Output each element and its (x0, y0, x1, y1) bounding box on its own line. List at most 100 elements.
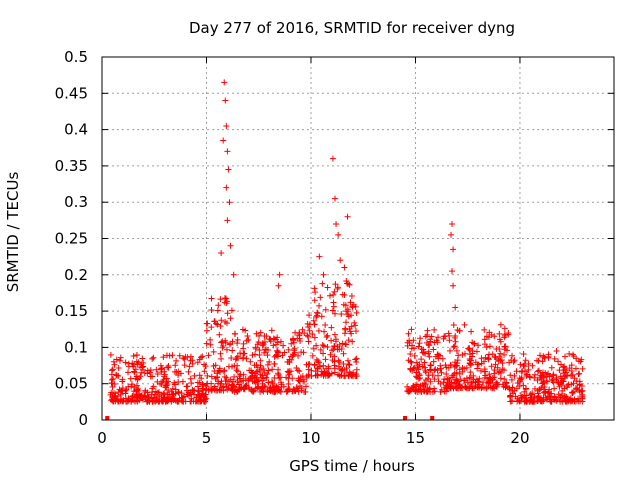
data-point (268, 327, 275, 334)
data-point (334, 284, 341, 291)
data-point (502, 383, 509, 390)
data-point (199, 387, 206, 394)
data-point (254, 384, 261, 391)
data-point (452, 338, 459, 345)
zero-marker (430, 416, 435, 420)
data-points (105, 79, 586, 420)
data-point (561, 375, 568, 382)
data-point (336, 359, 343, 366)
data-point (277, 379, 284, 386)
data-point (313, 342, 320, 349)
data-point (501, 376, 508, 383)
data-point (271, 336, 278, 343)
data-point (421, 359, 428, 366)
data-point (422, 376, 429, 383)
data-point (534, 395, 541, 402)
data-point (522, 357, 529, 364)
data-point (324, 332, 331, 339)
data-point (213, 374, 220, 381)
data-point (266, 358, 273, 365)
data-point (256, 332, 263, 339)
data-point (563, 367, 570, 374)
data-point (488, 331, 495, 338)
data-point (306, 312, 313, 319)
data-point (547, 390, 554, 397)
data-point (441, 333, 448, 340)
data-point (579, 365, 586, 372)
data-point (220, 368, 227, 375)
data-point (352, 303, 359, 310)
data-point (223, 184, 230, 191)
data-point (290, 339, 297, 346)
data-point (157, 366, 164, 373)
data-point (341, 373, 348, 380)
data-point (310, 317, 317, 324)
data-point (311, 285, 318, 292)
data-point (200, 381, 207, 388)
data-point (214, 321, 221, 328)
data-point (431, 385, 438, 392)
data-point (575, 358, 582, 365)
data-point (309, 352, 316, 359)
data-point (229, 347, 236, 354)
data-point (141, 392, 148, 399)
data-point (243, 382, 250, 389)
data-point (493, 382, 500, 389)
data-point (335, 363, 342, 370)
data-point (323, 365, 330, 372)
data-point (217, 296, 224, 303)
data-point (548, 364, 555, 371)
data-point (237, 371, 244, 378)
data-point (319, 280, 326, 287)
data-point (181, 362, 188, 369)
data-point (264, 352, 271, 359)
data-point (566, 350, 573, 357)
data-point (331, 369, 338, 376)
data-point (263, 374, 270, 381)
data-point (333, 220, 340, 227)
data-point (485, 355, 492, 362)
data-point (531, 385, 538, 392)
data-point (520, 382, 527, 389)
data-point (315, 358, 322, 365)
data-point (469, 353, 476, 360)
data-point (175, 389, 182, 396)
data-point (475, 361, 482, 368)
data-point (529, 398, 536, 405)
data-point (555, 358, 562, 365)
data-point (251, 374, 258, 381)
data-point (464, 379, 471, 386)
data-point (293, 384, 300, 391)
data-point (511, 357, 518, 364)
data-point (449, 220, 456, 227)
data-point (329, 155, 336, 162)
data-point (331, 331, 338, 338)
data-point (329, 357, 336, 364)
data-point (332, 336, 339, 343)
data-point (142, 393, 149, 400)
data-point (404, 339, 411, 346)
data-point (132, 366, 139, 373)
data-point (285, 386, 292, 393)
data-point (224, 380, 231, 387)
data-point (485, 351, 492, 358)
data-point (536, 352, 543, 359)
data-point (320, 271, 327, 278)
data-point (320, 362, 327, 369)
data-point (460, 377, 467, 384)
data-point (196, 372, 203, 379)
data-point (481, 368, 488, 375)
data-point (320, 350, 327, 357)
data-point (514, 398, 521, 405)
data-point (287, 368, 294, 375)
data-point (459, 351, 466, 358)
data-point (107, 391, 114, 398)
data-point (130, 353, 137, 360)
data-point (113, 356, 120, 363)
data-point (283, 374, 290, 381)
data-point (195, 392, 202, 399)
data-point (560, 370, 567, 377)
data-point (461, 321, 468, 328)
data-point (135, 394, 142, 401)
data-point (471, 340, 478, 347)
